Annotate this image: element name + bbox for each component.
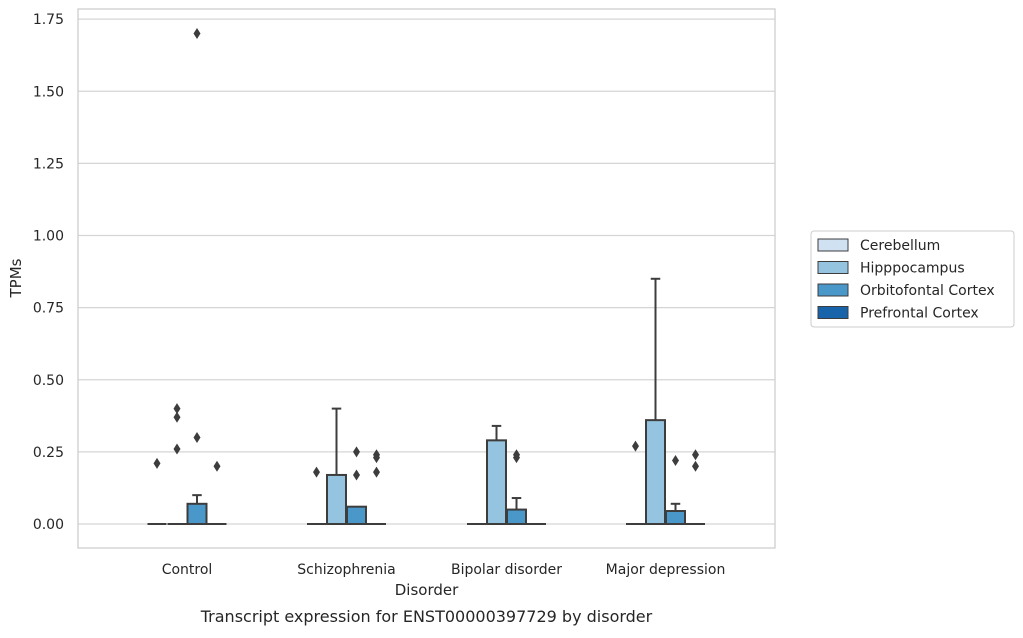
outlier-point — [193, 28, 201, 40]
legend: Cerebellum Hipppocampus Orbitofontal Corte… — [810, 230, 1015, 328]
outlier-point — [173, 403, 181, 415]
legend-label: Orbitofontal Cortex — [860, 283, 995, 299]
box — [486, 439, 507, 525]
x-axis-label: Disorder — [395, 581, 459, 599]
outlier-point — [313, 466, 320, 478]
box — [506, 508, 527, 526]
x-tick-label: Major depression — [606, 562, 726, 578]
x-axis-ticks: Control Schizophrenia Bipolar disorder Majo… — [162, 562, 726, 578]
outlier-point — [692, 449, 699, 461]
series-cerebellum — [147, 440, 645, 525]
outlier-point — [193, 431, 201, 443]
y-tick-label: 0.75 — [33, 301, 64, 317]
series-hipppocampus — [167, 277, 666, 526]
box — [326, 473, 347, 525]
y-tick-label: 0.00 — [33, 517, 64, 533]
y-tick-label: 1.25 — [33, 156, 64, 172]
legend-label: Prefrontal Cortex — [860, 306, 979, 322]
x-tick-label: Bipolar disorder — [451, 562, 562, 578]
plot-frame — [77, 8, 776, 549]
box — [346, 505, 367, 526]
y-tick-label: 0.50 — [33, 373, 64, 389]
outlier-point — [213, 460, 221, 472]
box-series — [147, 28, 705, 526]
outlier-point — [373, 466, 380, 478]
legend-swatch — [817, 306, 849, 319]
chart-caption: Transcript expression for ENST0000039772… — [200, 607, 653, 626]
outlier-point — [173, 411, 181, 423]
box — [645, 419, 666, 526]
y-tick-label: 1.00 — [33, 229, 64, 245]
legend-label: Cerebellum — [860, 238, 940, 254]
y-tick-label: 1.50 — [33, 84, 64, 100]
outlier-point — [153, 457, 161, 469]
legend-swatch — [817, 283, 849, 297]
y-tick-label: 1.75 — [33, 12, 64, 28]
box — [186, 502, 208, 525]
x-tick-label: Control — [162, 562, 213, 578]
legend-label: Hipppocampus — [860, 261, 965, 277]
box — [665, 510, 686, 525]
legend-swatch — [817, 261, 849, 274]
legend-frame — [810, 230, 1015, 328]
outlier-point — [672, 455, 679, 467]
outlier-point — [513, 452, 520, 464]
outlier-point — [353, 469, 360, 481]
legend-swatch — [817, 238, 849, 252]
outlier-point — [353, 446, 360, 458]
series-prefrontal-cortex — [207, 449, 705, 525]
outlier-point — [632, 440, 639, 452]
outlier-point — [173, 443, 181, 455]
outlier-point — [373, 452, 380, 464]
series-orbitofontal-cortex — [186, 28, 686, 526]
y-axis-ticks: 0.00 0.25 0.50 0.75 1.00 1.25 1.50 1.75 — [33, 12, 64, 533]
y-tick-label: 0.25 — [33, 445, 64, 461]
outlier-point — [692, 460, 699, 472]
x-tick-label: Schizophrenia — [297, 562, 395, 578]
y-axis-label: TPMs — [7, 258, 25, 298]
